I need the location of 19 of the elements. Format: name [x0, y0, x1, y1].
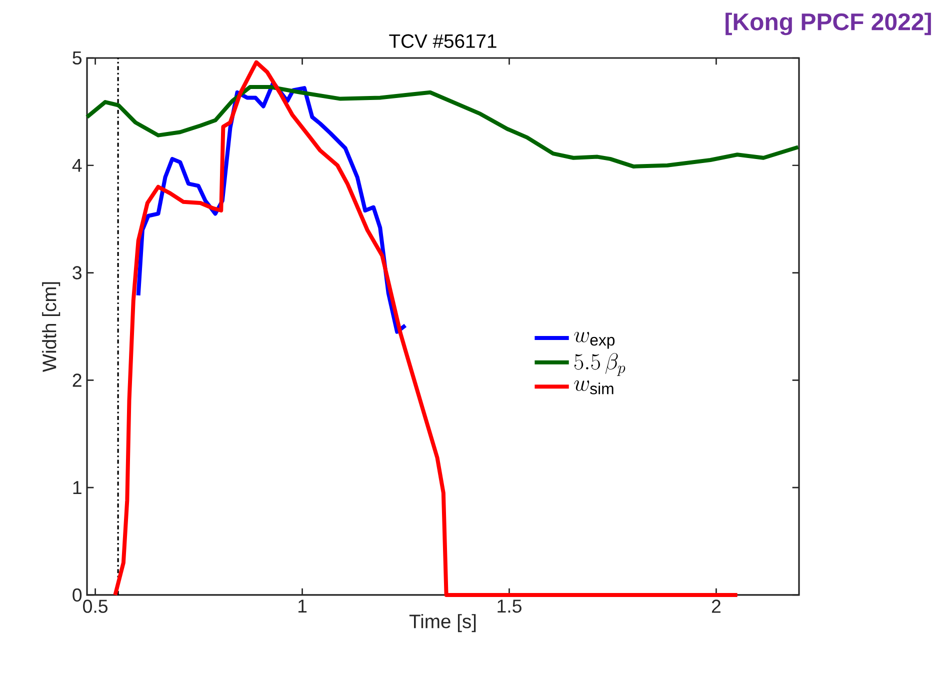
- legend-label: $w_{\mathrm{exp}}$: [574, 332, 615, 349]
- y-tick-label: 5: [72, 51, 82, 65]
- y-axis-title: Width [cm]: [42, 282, 60, 372]
- x-tick-label: 1: [298, 600, 307, 613]
- y-tick-label: 4: [72, 158, 82, 172]
- line-series: [85, 84, 800, 168]
- chart-title: TCV #56171: [389, 34, 496, 48]
- legend-label: $5.5\,\beta_p$: [574, 353, 626, 376]
- y-tick-label: 3: [72, 266, 82, 280]
- x-tick-label: 2: [712, 600, 720, 613]
- x-axis-title: Time [s]: [409, 614, 476, 632]
- y-tick-label: 2: [72, 374, 82, 387]
- legend-label: $w_{\mathrm{sim}}$: [574, 380, 614, 394]
- text: [Kong PPCF 2022]: [726, 12, 931, 36]
- x-tick-label: 0.5: [83, 600, 108, 613]
- y-tick-label: 1: [73, 481, 82, 494]
- x-tick-label: 1.5: [498, 600, 522, 613]
- y-tick-label: 0: [72, 588, 82, 602]
- line-series: [113, 60, 740, 597]
